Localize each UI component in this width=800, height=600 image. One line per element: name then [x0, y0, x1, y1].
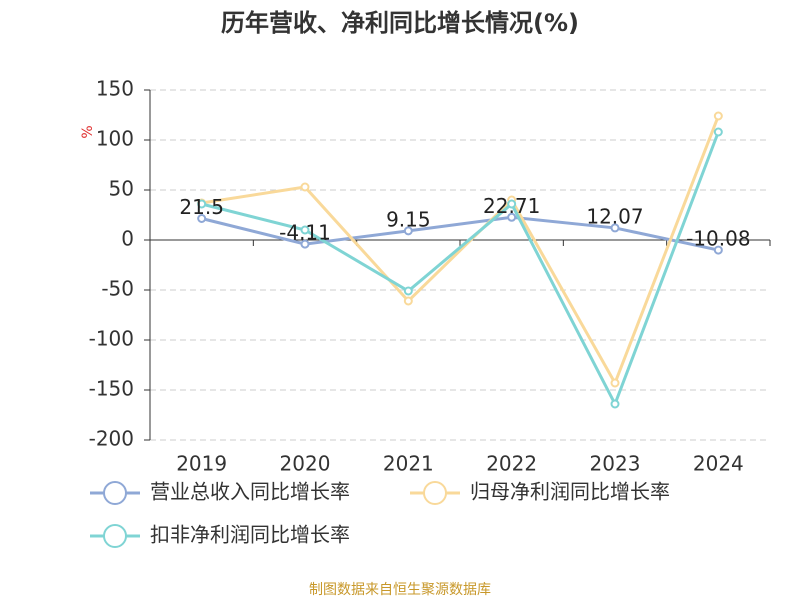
- y-tick-label: -200: [89, 427, 134, 451]
- data-point: [403, 296, 413, 306]
- y-tick-label: 0: [121, 227, 134, 251]
- y-axis-label: %: [80, 125, 96, 138]
- chart-title: 历年营收、净利同比增长情况(%): [221, 9, 579, 37]
- y-tick-label: 150: [96, 77, 134, 101]
- x-tick-label: 2020: [280, 452, 331, 476]
- data-point: [713, 127, 723, 137]
- series-line: [201, 131, 720, 408]
- y-tick-label: -150: [89, 377, 134, 401]
- data-point: [610, 223, 620, 233]
- x-tick-label: 2023: [590, 452, 641, 476]
- series-line: [201, 115, 720, 387]
- legend-marker: [423, 481, 447, 505]
- data-label: 12.07: [586, 204, 643, 228]
- x-tick-label: 2022: [486, 452, 537, 476]
- data-point: [713, 245, 723, 255]
- data-label: 9.15: [386, 207, 431, 231]
- x-tick-label: 2019: [176, 452, 227, 476]
- data-point: [507, 212, 517, 222]
- data-point: [300, 239, 310, 249]
- legend-label: 归母净利润同比增长率: [470, 480, 670, 504]
- legend-marker: [103, 524, 127, 548]
- data-label: 21.5: [179, 195, 224, 219]
- data-point: [300, 182, 310, 192]
- series-line: [201, 215, 719, 252]
- y-tick-label: -100: [89, 327, 134, 351]
- data-label: -4.11: [279, 221, 331, 245]
- x-tick-label: 2021: [383, 452, 434, 476]
- data-point: [713, 111, 723, 121]
- legend-label: 扣非净利润同比增长率: [150, 523, 350, 547]
- data-point: [610, 378, 620, 388]
- legend-label: 营业总收入同比增长率: [150, 480, 350, 504]
- y-tick-label: 100: [96, 127, 134, 151]
- data-point: [403, 226, 413, 236]
- y-tick-label: 50: [109, 177, 134, 201]
- data-point: [300, 225, 310, 235]
- data-label: 22.71: [483, 194, 540, 218]
- data-point: [197, 214, 207, 223]
- y-tick-label: -50: [101, 277, 134, 301]
- data-point: [403, 286, 413, 296]
- data-label: -10.08: [686, 227, 750, 251]
- data-point: [610, 399, 620, 409]
- source-note: 制图数据来自恒生聚源数据库: [309, 582, 491, 598]
- data-point: [197, 199, 207, 209]
- x-tick-label: 2024: [693, 452, 744, 476]
- data-point: [507, 199, 517, 209]
- legend-marker: [103, 481, 127, 505]
